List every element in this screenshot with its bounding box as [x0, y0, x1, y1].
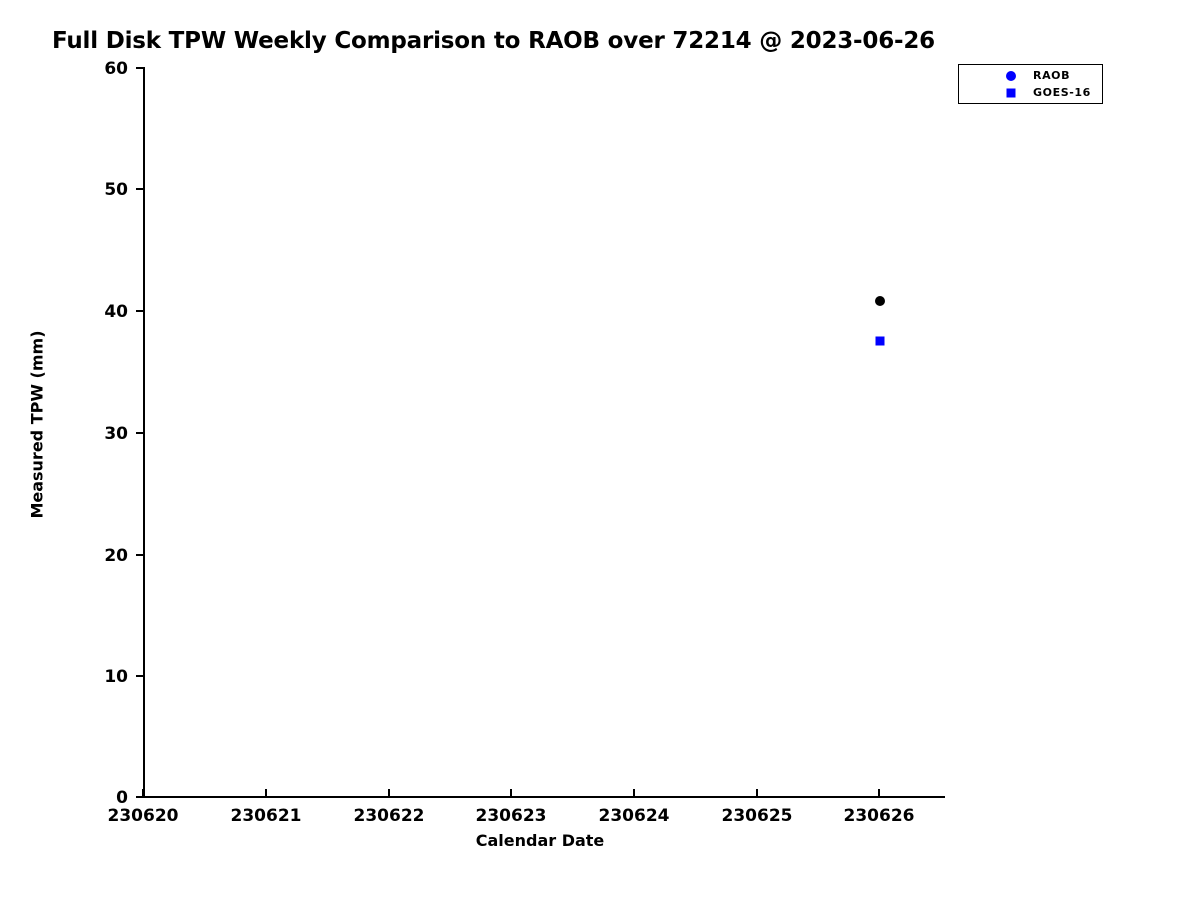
y-axis-tick-label: 30 [104, 424, 128, 444]
y-axis-tick-label: 20 [104, 546, 128, 566]
y-axis-tick [136, 554, 144, 556]
y-axis-tick-label: 0 [116, 788, 128, 808]
legend-label-raob: RAOB [1033, 69, 1071, 82]
x-axis-tick-label: 230626 [843, 806, 915, 826]
y-axis-tick [136, 310, 144, 312]
chart-legend: RAOB GOES-16 [958, 64, 1103, 104]
data-point-raob [874, 296, 885, 307]
x-axis-tick [878, 789, 880, 797]
y-axis-tick [136, 67, 144, 69]
x-axis-tick-label: 230623 [475, 806, 547, 826]
x-axis-tick-label: 230624 [598, 806, 670, 826]
y-axis-tick [136, 796, 144, 798]
x-axis-tick [756, 789, 758, 797]
y-axis-tick-label: 50 [104, 180, 128, 200]
x-axis-tick-label: 230620 [107, 806, 179, 826]
x-axis-tick-label: 230625 [721, 806, 793, 826]
legend-circle-icon [1003, 67, 1019, 85]
x-axis-tick [510, 789, 512, 797]
x-axis-tick [633, 789, 635, 797]
y-axis-tick-label: 60 [104, 59, 128, 79]
x-axis-label: Calendar Date [475, 831, 605, 850]
x-axis-tick-label: 230621 [230, 806, 302, 826]
chart-title: Full Disk TPW Weekly Comparison to RAOB … [52, 28, 935, 54]
y-axis-tick [136, 188, 144, 190]
y-axis-line [143, 67, 145, 798]
y-axis-tick-label: 10 [104, 667, 128, 687]
legend-square-icon [1003, 84, 1019, 102]
legend-row-goes16: GOES-16 [959, 84, 1102, 102]
legend-row-raob: RAOB [959, 67, 1102, 85]
y-axis-label: Measured TPW (mm) [27, 330, 47, 519]
x-axis-tick [265, 789, 267, 797]
x-axis-tick [388, 789, 390, 797]
y-axis-tick [136, 432, 144, 434]
x-axis-tick-label: 230622 [353, 806, 425, 826]
y-axis-tick [136, 675, 144, 677]
data-point-goes16 [875, 336, 884, 346]
legend-label-goes16: GOES-16 [1033, 86, 1091, 99]
y-axis-tick-label: 40 [104, 302, 128, 322]
x-axis-line [143, 796, 945, 798]
